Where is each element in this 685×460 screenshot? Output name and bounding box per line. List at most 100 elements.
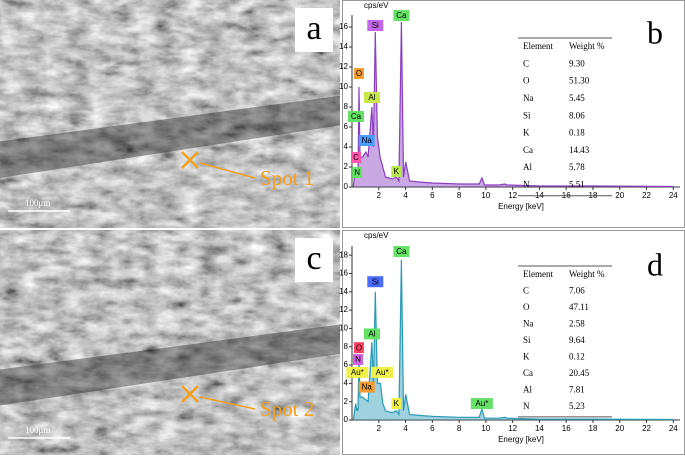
peak-label: Ca (396, 11, 407, 20)
table-cell: 20.45 (569, 368, 590, 378)
panel-letter: a (306, 10, 321, 47)
peak-label: N (354, 168, 360, 177)
peak-label-box (352, 167, 363, 178)
x-tick-label: 14 (535, 424, 544, 433)
peak-label-box (363, 92, 380, 103)
peak-label-box (391, 398, 402, 410)
y-axis-label: cps/eV (364, 231, 389, 240)
spot-label: Spot 1 (260, 166, 314, 190)
y-tick-label: 12 (339, 305, 348, 314)
table-cell: 5.51 (569, 179, 585, 189)
y-tick-label: 0 (344, 415, 349, 424)
x-tick-label: 24 (669, 424, 678, 433)
table-cell: C (523, 286, 529, 296)
x-tick-label: 12 (508, 191, 517, 200)
x-tick-label: 2 (377, 191, 382, 200)
table-cell: O (523, 76, 530, 86)
spot-marker (181, 151, 199, 169)
table-cell: Si (523, 335, 531, 345)
spot-arrow (199, 162, 256, 179)
peak-label: O (356, 343, 362, 352)
y-tick-label: 10 (339, 324, 348, 333)
peak-label-box (351, 152, 362, 163)
peak-label: Au* (376, 368, 389, 377)
chart-frame (342, 230, 685, 455)
x-tick-label: 10 (481, 191, 490, 200)
table-cell: 14.43 (569, 145, 590, 155)
peak-label: Si (372, 21, 379, 30)
table-cell: C (523, 58, 529, 68)
x-tick-label: 6 (430, 191, 435, 200)
x-tick-label: 20 (615, 424, 624, 433)
peak-label: Ca (396, 247, 407, 256)
x-tick-label: 24 (669, 191, 678, 200)
table-header: Element (523, 269, 553, 279)
peak-label: Al (368, 93, 375, 102)
table-cell: 7.06 (569, 286, 585, 296)
table-cell: Na (523, 93, 534, 103)
x-tick-label: 8 (457, 191, 462, 200)
peak-label-box (367, 276, 384, 288)
sem-image (0, 0, 340, 228)
panel-letter: d (647, 246, 663, 282)
peak-label-box (391, 166, 402, 177)
table-cell: Si (523, 110, 531, 120)
x-tick-label: 20 (615, 191, 624, 200)
peak-label: Au* (475, 399, 488, 408)
table-header: Element (523, 41, 553, 51)
table-cell: 0.12 (569, 352, 585, 362)
peak-label-box (363, 328, 380, 340)
table-cell: Na (523, 319, 534, 329)
x-tick-label: 4 (403, 191, 408, 200)
spot-arrow (199, 396, 256, 410)
x-tick-label: 8 (457, 424, 462, 433)
peak-label-box (393, 10, 410, 21)
table-cell: 8.06 (569, 110, 585, 120)
peak-label-box (348, 111, 365, 122)
y-tick-label: 16 (339, 22, 348, 31)
x-axis-label: Energy [keV] (498, 435, 544, 444)
peak-label-box (358, 381, 375, 393)
spot-marker (181, 385, 199, 403)
peak-label-box (346, 366, 369, 378)
panel-letter: c (306, 240, 321, 277)
peak-label: K (394, 399, 400, 408)
table-cell: 9.30 (569, 58, 585, 68)
table-cell: 9.64 (569, 335, 585, 345)
table-header: Weight % (569, 269, 605, 279)
table-cell: O (523, 302, 530, 312)
x-tick-label: 2 (377, 424, 382, 433)
table-cell: K (523, 352, 530, 362)
peak-label: Na (362, 383, 373, 392)
x-tick-label: 22 (642, 191, 651, 200)
table-cell: 47.11 (569, 302, 589, 312)
y-tick-label: 8 (344, 102, 349, 111)
panel-letter-box (295, 8, 333, 52)
peak-label-box (358, 135, 375, 146)
y-tick-label: 18 (339, 250, 348, 259)
peak-label: C (353, 153, 359, 162)
y-tick-label: 6 (344, 122, 349, 131)
y-tick-label: 2 (344, 397, 349, 406)
x-tick-label: 6 (430, 424, 435, 433)
x-tick-label: 16 (562, 424, 571, 433)
table-cell: 5.23 (569, 401, 585, 411)
x-tick-label: 4 (403, 424, 408, 433)
spot-label: Spot 2 (260, 397, 314, 421)
table-cell: Ca (523, 368, 533, 378)
y-tick-label: 8 (344, 342, 349, 351)
panel-letter: b (647, 14, 663, 50)
table-cell: N (523, 179, 530, 189)
y-tick-label: 12 (339, 62, 348, 71)
y-tick-label: 4 (344, 142, 349, 151)
table-cell: 0.18 (569, 128, 585, 138)
sem-image (0, 230, 340, 455)
table-cell: 5.78 (569, 162, 585, 172)
table-cell: 51.30 (569, 76, 590, 86)
peak-label-box (393, 245, 410, 257)
peak-label-box (353, 68, 364, 79)
x-tick-label: 10 (481, 424, 490, 433)
y-tick-label: 14 (339, 42, 348, 51)
